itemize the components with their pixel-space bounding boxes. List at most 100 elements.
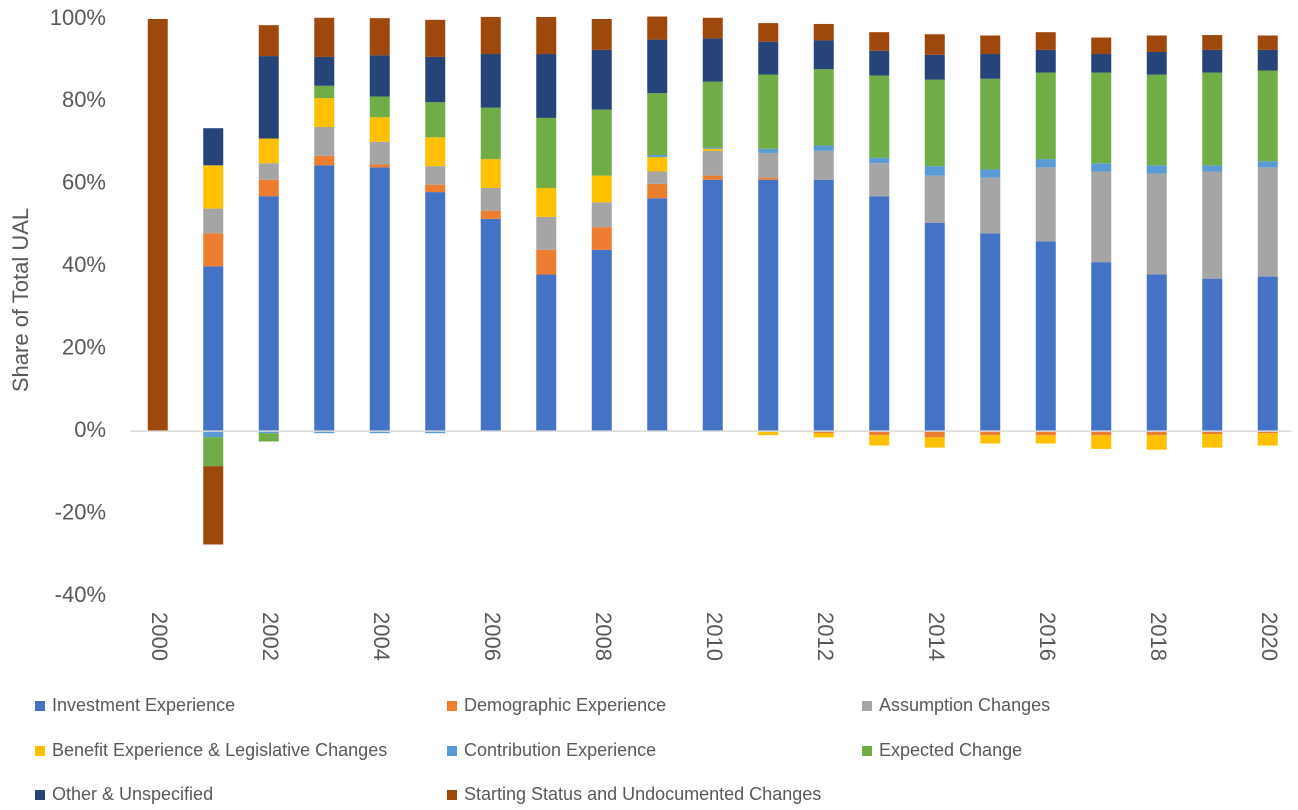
- bar-segment: [591, 249, 612, 432]
- x-tick-label: 2016: [1035, 612, 1060, 661]
- bar-segment: [813, 150, 834, 180]
- bar-segment: [647, 16, 668, 40]
- bar-segment: [536, 117, 557, 188]
- bar-segment: [980, 54, 1001, 79]
- x-tick-label: 2020: [1257, 612, 1282, 661]
- bar-segment: [869, 157, 890, 164]
- bar-segment: [702, 38, 723, 82]
- bar-segment: [647, 93, 668, 156]
- bar-segment: [869, 435, 890, 446]
- bar-segment: [869, 163, 890, 197]
- bar-segment: [1035, 431, 1056, 436]
- bar-segment: [1035, 241, 1056, 432]
- bar-segment: [980, 435, 1001, 444]
- bar-segment: [314, 165, 335, 432]
- bar-segment: [480, 159, 501, 188]
- bar-segment: [924, 166, 945, 176]
- bar-segment: [758, 41, 779, 75]
- bar-segment: [1202, 165, 1223, 172]
- bar-segment: [314, 56, 335, 86]
- bar-segment: [924, 54, 945, 80]
- bar-segment: [314, 85, 335, 99]
- bar-segment: [258, 56, 279, 139]
- bar-segment: [869, 32, 890, 51]
- legend-swatch: [447, 790, 457, 800]
- bar-segment: [369, 141, 390, 165]
- bar-segment: [1202, 72, 1223, 166]
- y-tick-label: 40%: [62, 252, 106, 277]
- bar-segment: [258, 433, 279, 442]
- bar-segment: [480, 107, 501, 160]
- bar-segment: [1146, 165, 1167, 174]
- y-tick-label: -20%: [55, 499, 106, 524]
- bar-segment: [980, 431, 1001, 436]
- bar-segment: [924, 34, 945, 55]
- bar-segment: [702, 81, 723, 148]
- bar-segment: [536, 187, 557, 217]
- bar-segment: [480, 187, 501, 211]
- bar-segment: [758, 431, 779, 436]
- bar-segment: [758, 179, 779, 432]
- bar-segment: [869, 75, 890, 158]
- bar-segment: [258, 431, 279, 434]
- legend-label: Other & Unspecified: [52, 784, 213, 804]
- legend-swatch: [862, 701, 872, 711]
- bar-segment: [425, 19, 446, 57]
- y-tick-label: 0%: [74, 417, 106, 442]
- x-tick-label: 2002: [258, 612, 283, 661]
- bar-segment: [702, 175, 723, 180]
- legend-label: Demographic Experience: [464, 695, 666, 715]
- bar-segment: [1202, 49, 1223, 73]
- bar-segment: [758, 152, 779, 178]
- legend-swatch: [447, 701, 457, 711]
- y-tick-label: 20%: [62, 335, 106, 360]
- bar-segment: [314, 126, 335, 156]
- bar-segment: [1035, 435, 1056, 444]
- bar-segment: [591, 49, 612, 110]
- bar-segment: [1257, 433, 1278, 446]
- bar-segment: [203, 233, 224, 267]
- bar-segment: [924, 175, 945, 224]
- bar-segment: [813, 145, 834, 151]
- bar-segment: [1091, 72, 1112, 164]
- x-tick-label: 2008: [591, 612, 616, 661]
- bar-segment: [591, 202, 612, 228]
- bar-segment: [813, 179, 834, 432]
- bar-segment: [1035, 49, 1056, 73]
- x-tick-label: 2014: [924, 612, 949, 661]
- x-tick-label: 2006: [480, 612, 505, 661]
- bar-segment: [591, 109, 612, 176]
- bar-segment: [702, 17, 723, 39]
- bar-segment: [758, 74, 779, 149]
- bar-segment: [1146, 51, 1167, 75]
- bar-segment: [702, 179, 723, 432]
- bar-segment: [1257, 167, 1278, 277]
- legend-label: Assumption Changes: [879, 695, 1050, 715]
- bar-segment: [425, 137, 446, 167]
- bar-segment: [647, 198, 668, 432]
- bar-segment: [1146, 35, 1167, 52]
- x-tick-label: 2010: [702, 612, 727, 661]
- bar-segment: [924, 437, 945, 448]
- x-tick-label: 2000: [147, 612, 172, 661]
- bar-segment: [480, 210, 501, 219]
- bar-segment: [702, 148, 723, 151]
- bar-segment: [813, 431, 834, 434]
- bar-segment: [1202, 171, 1223, 279]
- bar-segment: [258, 163, 279, 180]
- bar-segment: [647, 39, 668, 94]
- bar-segment: [425, 184, 446, 193]
- bar-segment: [1091, 431, 1112, 436]
- bar-segment: [425, 192, 446, 432]
- legend-swatch: [35, 701, 45, 711]
- bar-segment: [203, 128, 224, 166]
- bar-segment: [1257, 35, 1278, 50]
- legend-label: Investment Experience: [52, 695, 235, 715]
- bar-segment: [369, 18, 390, 56]
- legend-label: Expected Change: [879, 740, 1022, 760]
- bar-segment: [314, 17, 335, 57]
- bar-segment: [203, 165, 224, 209]
- bar-segment: [869, 431, 890, 436]
- bar-segment: [1146, 435, 1167, 450]
- bar-segment: [1091, 54, 1112, 73]
